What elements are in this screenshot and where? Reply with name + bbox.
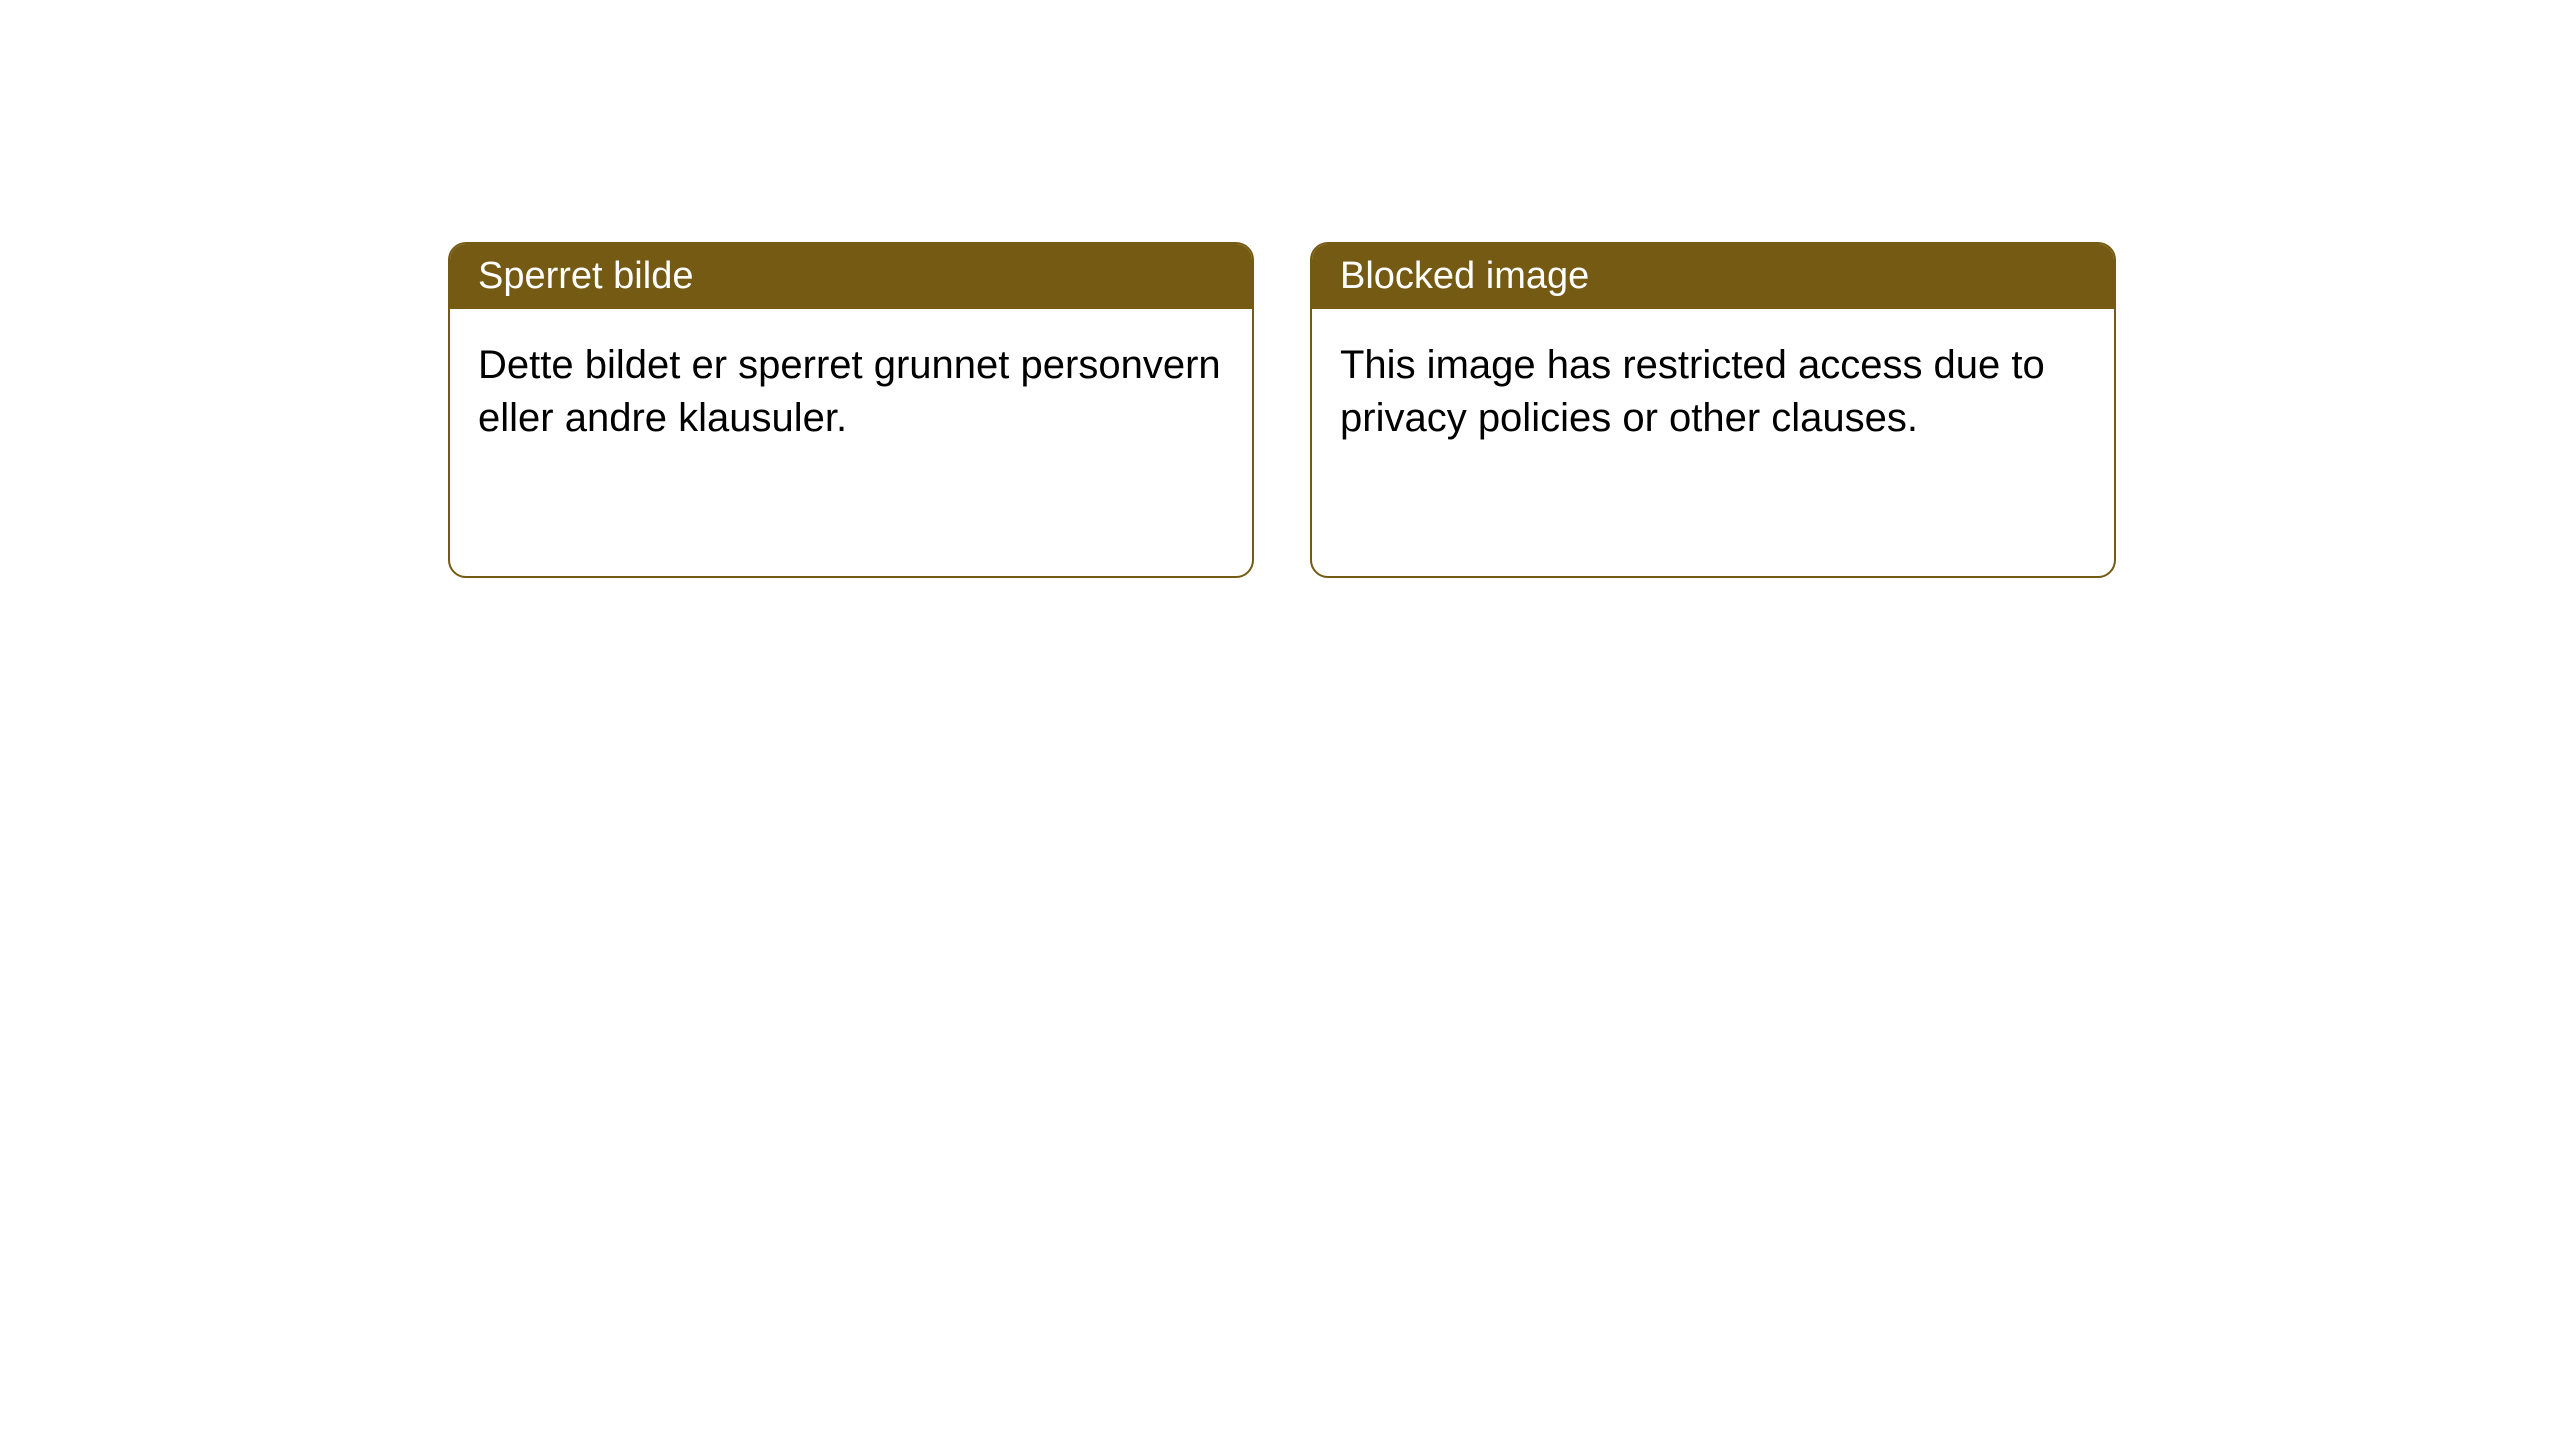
notice-title: Blocked image xyxy=(1312,244,2114,309)
notice-card-english: Blocked image This image has restricted … xyxy=(1310,242,2116,578)
notice-body: Dette bildet er sperret grunnet personve… xyxy=(450,309,1252,475)
notice-title: Sperret bilde xyxy=(450,244,1252,309)
notice-card-norwegian: Sperret bilde Dette bildet er sperret gr… xyxy=(448,242,1254,578)
notice-body: This image has restricted access due to … xyxy=(1312,309,2114,475)
notice-container: Sperret bilde Dette bildet er sperret gr… xyxy=(0,0,2560,578)
